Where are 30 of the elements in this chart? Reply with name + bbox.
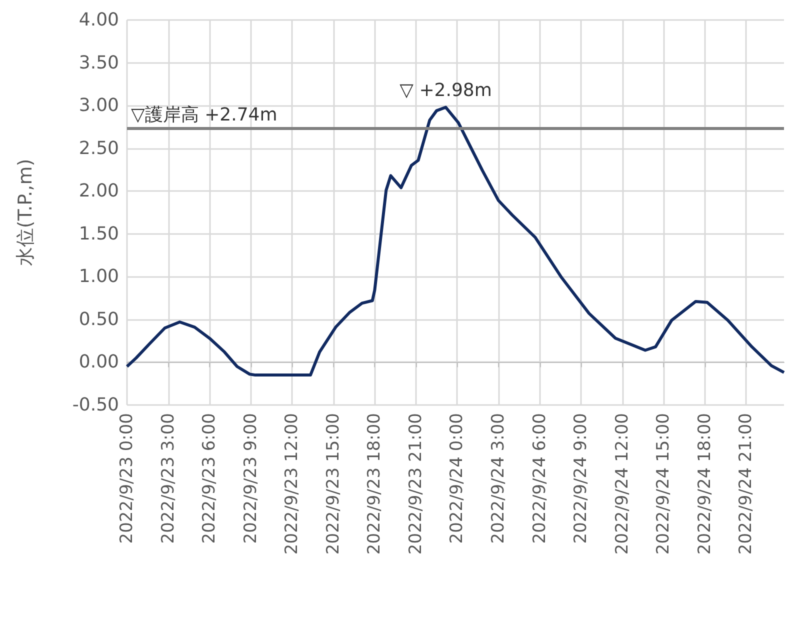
- y-tick-label: 2.00: [78, 180, 119, 202]
- x-tick-label: 2022/9/23 6:00: [200, 413, 220, 544]
- y-tick-label: -0.50: [72, 394, 119, 416]
- y-tick-label: 3.50: [78, 52, 119, 74]
- y-tick-label: 2.50: [78, 138, 119, 159]
- x-tick-label: 2022/9/23 21:00: [406, 413, 426, 555]
- ref-line-label: ▽護岸高 +2.74m: [131, 104, 278, 126]
- x-tick-label: 2022/9/24 12:00: [612, 413, 632, 555]
- x-tick-label: 2022/9/23 0:00: [117, 413, 137, 544]
- y-tick-label: 0.00: [78, 352, 119, 373]
- x-tick-label: 2022/9/23 3:00: [158, 413, 178, 544]
- annotation: ▽ +2.98m: [400, 80, 492, 101]
- x-tick-label: 2022/9/24 15:00: [654, 413, 674, 555]
- y-tick-label: 0.50: [78, 308, 119, 330]
- y-tick-label: 4.00: [78, 10, 119, 30]
- x-tick-label: 2022/9/23 12:00: [282, 413, 302, 555]
- x-tick-label: 2022/9/23 18:00: [364, 413, 385, 555]
- line-series: [126, 106, 786, 377]
- y-axis-title: 水位(T.P.,m): [14, 158, 36, 266]
- y-tick-label: 1.50: [78, 223, 119, 244]
- x-tick-label: 2022/9/23 9:00: [240, 413, 261, 544]
- x-tick-label: 2022/9/23 15:00: [323, 413, 344, 555]
- x-tick-label: 2022/9/24 9:00: [571, 413, 592, 544]
- x-tick-label: 2022/9/24 0:00: [447, 413, 468, 544]
- x-tick-label: 2022/9/24 21:00: [736, 413, 756, 555]
- x-tick-label: 2022/9/24 18:00: [694, 413, 715, 555]
- y-tick-label: 1.00: [78, 266, 119, 288]
- x-tick-label: 2022/9/24 3:00: [488, 413, 508, 544]
- x-tick-label: 2022/9/24 6:00: [530, 413, 550, 544]
- y-tick-label: 3.00: [78, 95, 119, 116]
